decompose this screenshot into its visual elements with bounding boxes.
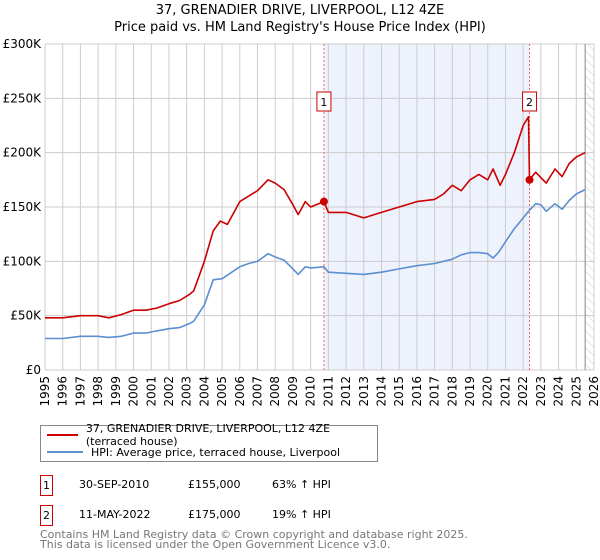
transaction-badge: 1	[40, 475, 53, 496]
x-tick-label: 2018	[445, 376, 459, 407]
x-tick-label: 2025	[569, 376, 583, 407]
y-tick-label: £250K	[3, 91, 43, 105]
transaction-date: 30-SEP-2010	[79, 478, 150, 491]
y-tick-label: £150K	[3, 200, 43, 214]
x-tick-label: 1998	[91, 376, 105, 407]
x-tick-label: 2014	[374, 376, 388, 407]
x-tick-label: 1999	[109, 376, 123, 407]
transaction-badge: 2	[40, 505, 53, 526]
legend-item-hpi: HPI: Average price, terraced house, Live…	[47, 444, 340, 460]
y-tick-label: £200K	[3, 146, 43, 160]
sale-point	[319, 197, 328, 206]
chart-title: 37, GRENADIER DRIVE, LIVERPOOL, L12 4ZE	[155, 3, 445, 18]
x-tick-label: 2003	[180, 376, 194, 407]
transaction-date: 11-MAY-2022	[79, 508, 151, 521]
x-tick-label: 2012	[339, 376, 353, 407]
legend: 37, GRENADIER DRIVE, LIVERPOOL, L12 4ZE …	[40, 422, 378, 462]
y-tick-label: £100K	[3, 254, 43, 268]
legend-label: 37, GRENADIER DRIVE, LIVERPOOL, L12 4ZE …	[85, 422, 331, 448]
x-tick-label: 2005	[215, 376, 229, 407]
x-tick-label: 2016	[410, 376, 424, 407]
footer-copyright: Contains HM Land Registry data © Crown c…	[40, 528, 468, 541]
x-tick-label: 1997	[73, 376, 87, 407]
x-tick-label: 2024	[552, 376, 566, 407]
x-tick-label: 1996	[56, 376, 70, 407]
footer: Contains HM Land Registry data © Crown c…	[40, 528, 468, 551]
y-tick-label: £0	[26, 363, 41, 377]
transaction-hpi: 63% ↑ HPI	[272, 478, 331, 491]
x-tick-label: 2019	[463, 376, 477, 407]
x-tick-label: 2011	[321, 376, 335, 407]
footer-licence: This data is licensed under the Open Gov…	[40, 538, 391, 551]
x-tick-label: 2022	[516, 376, 530, 407]
annotation-label: 2	[526, 96, 533, 109]
legend-item-property: 37, GRENADIER DRIVE, LIVERPOOL, L12 4ZE …	[47, 422, 377, 448]
x-tick-label: 2017	[428, 376, 442, 407]
x-tick-label: 2010	[304, 376, 318, 407]
x-tick-label: 2023	[534, 376, 548, 407]
y-tick-label: £50K	[10, 309, 42, 323]
chart-subtitle: Price paid vs. HM Land Registry's House …	[114, 20, 486, 35]
annotation-label: 1	[320, 96, 327, 109]
x-tick-label: 2000	[127, 376, 141, 407]
x-tick-label: 2008	[268, 376, 282, 407]
annotation-box	[522, 91, 538, 112]
y-tick-label: £300K	[3, 37, 43, 51]
x-tick-label: 2009	[286, 376, 300, 407]
transaction-price: £175,000	[188, 508, 241, 521]
x-tick-label: 1995	[38, 376, 52, 407]
transaction-hpi: 19% ↑ HPI	[272, 508, 331, 521]
x-tick-label: 2001	[144, 376, 158, 407]
x-tick-label: 2020	[481, 376, 495, 407]
annotation-box	[316, 91, 332, 112]
hpi-line	[45, 188, 586, 340]
legend-swatch-red	[47, 434, 78, 436]
x-tick-label: 2015	[392, 376, 406, 407]
price-chart: 1995 1996 1997 1998 1999 2000 2001 2002 2003 2004…	[3, 37, 600, 407]
x-tick-label: 2004	[197, 376, 211, 407]
x-tick-label: 2007	[251, 376, 265, 407]
sale-point	[525, 175, 534, 184]
x-tick-label: 2026	[587, 376, 600, 407]
legend-label: HPI: Average price, terraced house, Live…	[91, 445, 341, 459]
x-tick-label: 2013	[357, 376, 371, 407]
x-tick-label: 2006	[233, 376, 247, 407]
x-tick-label: 2021	[498, 376, 512, 407]
x-tick-label: 2002	[162, 376, 176, 407]
legend-swatch-blue	[47, 451, 83, 453]
transaction-price: £155,000	[188, 478, 241, 491]
